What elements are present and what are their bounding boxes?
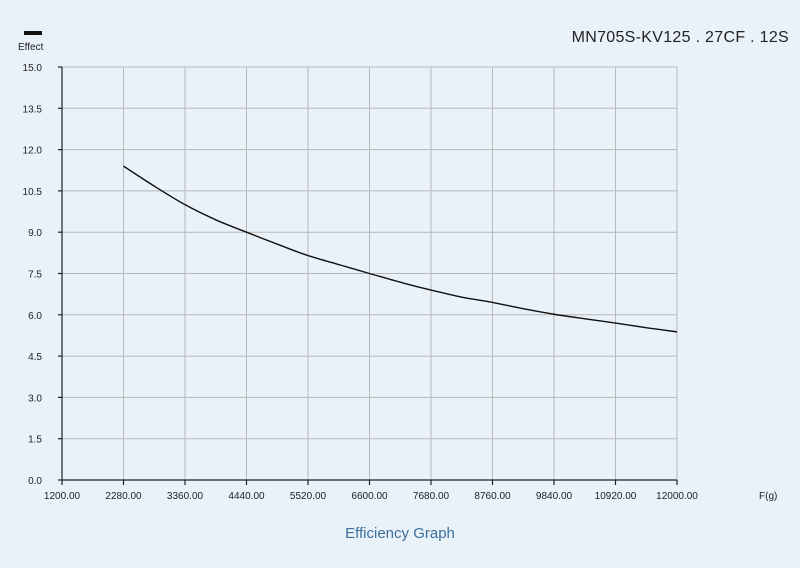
y-tick-label: 10.5 bbox=[23, 187, 43, 198]
efficiency-curve bbox=[123, 165, 678, 333]
legend-swatch bbox=[24, 31, 42, 35]
y-tick-label: 1.5 bbox=[28, 435, 42, 446]
x-tick-label: 4440.00 bbox=[228, 491, 265, 502]
chart-title: MN705S-KV125 . 27CF . 12S bbox=[572, 29, 789, 46]
x-tick-label: 9840.00 bbox=[536, 491, 573, 502]
x-tick-label: 2280.00 bbox=[105, 491, 142, 502]
y-tick-label: 3.0 bbox=[28, 393, 42, 404]
series-layer bbox=[123, 165, 678, 333]
grid-layer bbox=[62, 66, 678, 480]
x-tick-label: 6600.00 bbox=[351, 491, 388, 502]
x-tick-label: 10920.00 bbox=[595, 491, 637, 502]
y-tick-label: 0.0 bbox=[28, 476, 42, 487]
y-tick-label: 7.5 bbox=[28, 270, 42, 281]
y-tick-label: 9.0 bbox=[28, 228, 42, 239]
x-tick-label: 1200.00 bbox=[44, 491, 81, 502]
x-tick-label: 12000.00 bbox=[656, 491, 698, 502]
y-tick-label: 12.0 bbox=[23, 146, 43, 157]
x-axis-label: F(g) bbox=[759, 491, 777, 502]
ticks-layer: 0.0 1.5 3.0 4.5 6.0 7.5 9.0 10.5 12.0 13.5 15.0 120… bbox=[23, 63, 699, 502]
x-tick-label: 8760.00 bbox=[474, 491, 511, 502]
x-tick-label: 7680.00 bbox=[413, 491, 450, 502]
y-axis-label: Effect bbox=[18, 42, 44, 53]
y-tick-label: 4.5 bbox=[28, 352, 42, 363]
x-tick-label: 3360.00 bbox=[167, 491, 204, 502]
y-tick-label: 6.0 bbox=[28, 311, 42, 322]
x-tick-label: 5520.00 bbox=[290, 491, 327, 502]
chart-caption: Efficiency Graph bbox=[345, 525, 455, 542]
y-tick-label: 13.5 bbox=[23, 104, 43, 115]
y-tick-label: 15.0 bbox=[23, 63, 43, 74]
